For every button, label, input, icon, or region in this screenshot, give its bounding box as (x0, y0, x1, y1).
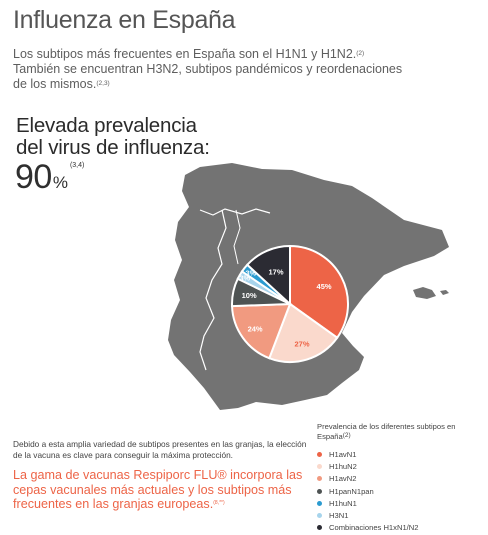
legend-item-combinaciones-h1xn1-n2: Combinaciones H1xN1/N2 (317, 522, 482, 534)
legend-label: H1huN2 (329, 461, 357, 471)
legend-title-ref: (2) (342, 432, 351, 439)
pie-label-h1pann1pan: 10% (242, 291, 257, 300)
page-title: Influenza en España (13, 6, 236, 34)
region-border-north (199, 208, 271, 216)
pie-slice-h1avn2 (231, 302, 292, 360)
legend-label: Combinaciones H1xN1/N2 (329, 523, 419, 533)
intro-ref-2: (2,3) (96, 80, 110, 87)
legend-label: H1panN1pan (329, 486, 374, 496)
pie-label-h1avn1: 45% (317, 282, 332, 291)
prevalence-value: 90%(3,4) (15, 158, 84, 197)
balearic-islands (413, 287, 449, 299)
intro-ref-1: (2) (356, 50, 365, 57)
pie-label-combinaciones-h1xn1-n2: 17% (268, 268, 283, 277)
highlight-text: La gama de vacunas Respiporc FLU® incorp… (13, 468, 303, 511)
legend-label: H1avN2 (329, 474, 357, 484)
pie-label-h3n1: 3% (239, 273, 250, 282)
pie-slice-h1hun2 (267, 302, 339, 363)
prevalence-unit: % (52, 173, 68, 192)
headline-line-2: del virus de influenza: (16, 136, 210, 159)
legend-label: H1huN1 (329, 498, 357, 508)
pie-label-h1avn2: 24% (248, 324, 263, 333)
legend-item-h1hun1: H1huN1 (317, 497, 482, 509)
intro-line-1: Los subtipos más frecuentes en España so… (13, 47, 365, 61)
prevalence-number: 90 (15, 158, 52, 196)
legend-items: H1avN1 H1huN2 H1avN2 H1panN1pan H1huN1 H3N1 Co… (317, 448, 482, 534)
legend-item-h1avn2: H1avN2 (317, 473, 482, 485)
legend-swatch (317, 513, 322, 519)
intro-text: Los subtipos más frecuentes en España so… (13, 47, 413, 92)
legend-title: Prevalencia de los diferentes subtipos e… (317, 422, 456, 441)
legend-item-h1avn1: H1avN1 (317, 448, 482, 460)
legend-swatch (317, 488, 322, 494)
legend-swatch (317, 500, 322, 506)
legend: Prevalencia de los diferentes subtipos e… (317, 422, 482, 534)
legend-swatch (317, 463, 322, 469)
pie-slice-combinaciones-h1xn1-n2 (245, 244, 291, 307)
body-text: Debido a esta amplia variedad de subtipo… (13, 439, 307, 460)
region-border-inner (233, 209, 241, 265)
prevalence-ref: (3,4) (69, 162, 85, 169)
pie-chart: 45% 27% 24% 10% 3%3% 17% (231, 244, 349, 363)
legend-label: H1avN1 (329, 449, 357, 459)
headline-line-1: Elevada prevalencia (16, 114, 197, 137)
highlight-ref: (8,**) (213, 500, 225, 506)
legend-swatch (317, 451, 322, 457)
pie-slice-h1avn1 (289, 244, 349, 340)
region-border-west (199, 209, 227, 371)
headline: Elevada prevalencia del virus de influen… (16, 115, 210, 159)
legend-item-h1hun2: H1huN2 (317, 460, 482, 472)
legend-item-h1pann1pan: H1panN1pan (317, 485, 482, 497)
pie-label-h1hun1: 3% (245, 269, 256, 278)
legend-item-h3n1: H3N1 (317, 509, 482, 521)
intro-line-2: También se encuentran H3N2, subtipos pan… (13, 62, 403, 91)
legend-swatch (317, 525, 322, 531)
legend-swatch (317, 476, 322, 482)
legend-label: H3N1 (329, 511, 349, 521)
pie-label-h1hun2: 27% (295, 339, 310, 348)
